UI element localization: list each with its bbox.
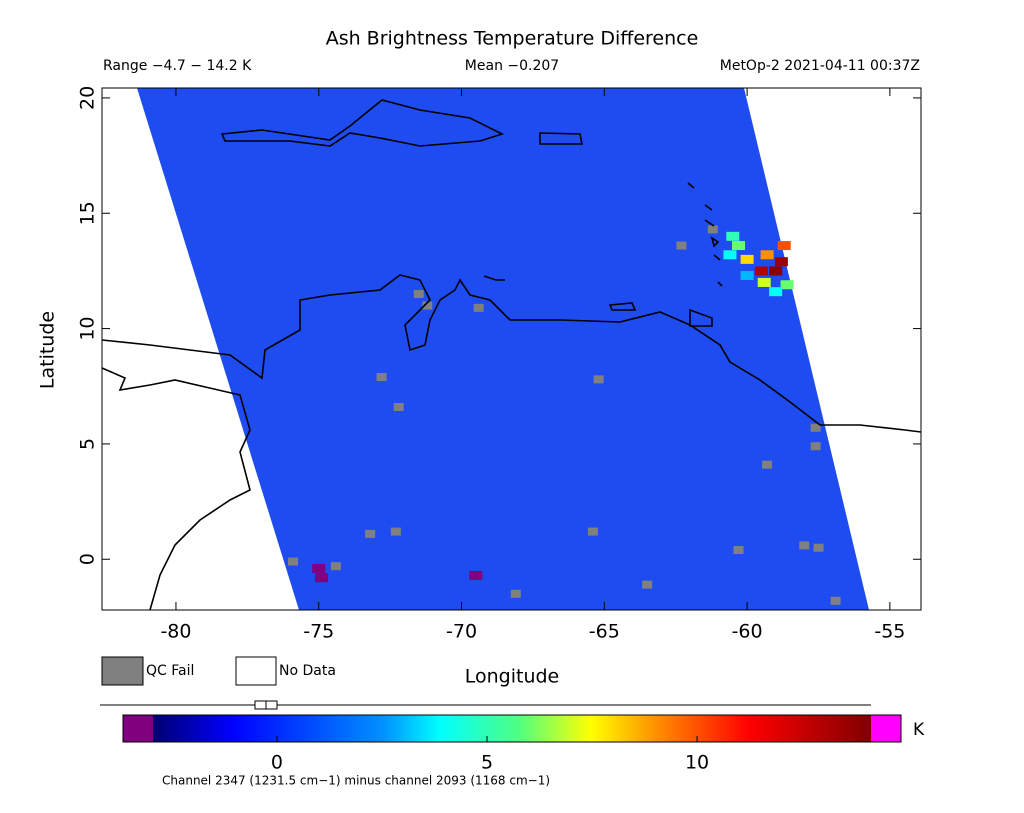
coastlines (102, 99, 921, 610)
colorbar-unit: K (913, 720, 925, 740)
data-cell (469, 570, 483, 580)
swath (137, 88, 869, 610)
data-cell (723, 250, 737, 260)
qc-fail-cell (422, 301, 433, 310)
data-cell (777, 241, 791, 251)
map (102, 88, 921, 610)
qc-fail-cell (390, 527, 401, 536)
qc-fail-cell (473, 303, 484, 312)
qc-fail-cell (733, 546, 744, 555)
y-tick-label: 20 (77, 86, 99, 110)
qc-fail-swatch (101, 656, 144, 686)
x-tick-label: -60 (732, 621, 763, 643)
data-cell (740, 254, 754, 264)
qc-fail-cell (810, 442, 821, 451)
qc-fail-cell (510, 589, 521, 598)
slider-handle[interactable] (254, 700, 267, 710)
data-cell (726, 231, 740, 241)
data-cell (732, 241, 746, 251)
y-tick-label: 0 (77, 553, 99, 565)
qc-fail-cell (376, 373, 387, 382)
source-label: MetOp-2 2021-04-11 00:37Z (720, 58, 920, 74)
data-cell (315, 573, 329, 583)
qc-fail-cell (587, 527, 598, 536)
qc-fail-cell (830, 596, 841, 605)
qc-fail-label: QC Fail (146, 663, 194, 679)
y-tick-label: 10 (77, 316, 99, 340)
data-cell (740, 271, 754, 281)
x-axis-label: Longitude (465, 666, 560, 688)
no-data-label: No Data (279, 663, 336, 679)
data-cell (780, 280, 794, 290)
y-tick-label: 5 (77, 438, 99, 450)
colorbar-caption: Channel 2347 (1231.5 cm−1) minus channel… (162, 774, 550, 788)
colorbar-tick-label: 10 (685, 752, 709, 774)
no-data-swatch (235, 656, 277, 686)
plot-frame (101, 87, 922, 611)
x-tick-label: -75 (303, 621, 334, 643)
qc-fail-cell (365, 529, 376, 538)
colorbar-frame (122, 714, 902, 743)
colorbar-tick-label: 0 (271, 752, 283, 774)
qc-fail-cell (393, 403, 404, 412)
cells (288, 225, 841, 605)
data-cell (769, 287, 783, 297)
qc-fail-cell (593, 375, 604, 384)
qc-fail-cell (642, 580, 653, 589)
x-tick-label: -55 (874, 621, 905, 643)
colorbar (153, 715, 871, 742)
qc-fail-cell (676, 241, 687, 250)
slider-handle[interactable] (265, 700, 278, 710)
data-cell (757, 277, 771, 287)
data-cell (760, 250, 774, 260)
y-axis-label: Latitude (37, 311, 59, 389)
colorbar-under (123, 715, 153, 742)
qc-fail-cell (288, 557, 299, 566)
qc-fail-cell (413, 289, 424, 298)
data-cell (754, 266, 768, 276)
qc-fail-cell (810, 423, 821, 432)
colorbar-over (871, 715, 901, 742)
x-tick-label: -70 (446, 621, 477, 643)
data-cell (769, 266, 783, 276)
x-tick-label: -65 (589, 621, 620, 643)
qc-fail-cell (330, 562, 341, 571)
qc-fail-cell (813, 543, 824, 552)
y-tick-label: 15 (77, 201, 99, 225)
qc-fail-cell (762, 460, 773, 469)
colorbar-tick-label: 5 (481, 752, 493, 774)
qc-fail-cell (799, 541, 810, 550)
title: Ash Brightness Temperature Difference (326, 28, 699, 50)
x-tick-label: -80 (160, 621, 191, 643)
data-cell (312, 563, 326, 573)
mean-label: Mean −0.207 (465, 58, 559, 74)
data-cell (774, 257, 788, 267)
qc-fail-cell (707, 225, 718, 234)
range-label: Range −4.7 − 14.2 K (103, 58, 252, 74)
